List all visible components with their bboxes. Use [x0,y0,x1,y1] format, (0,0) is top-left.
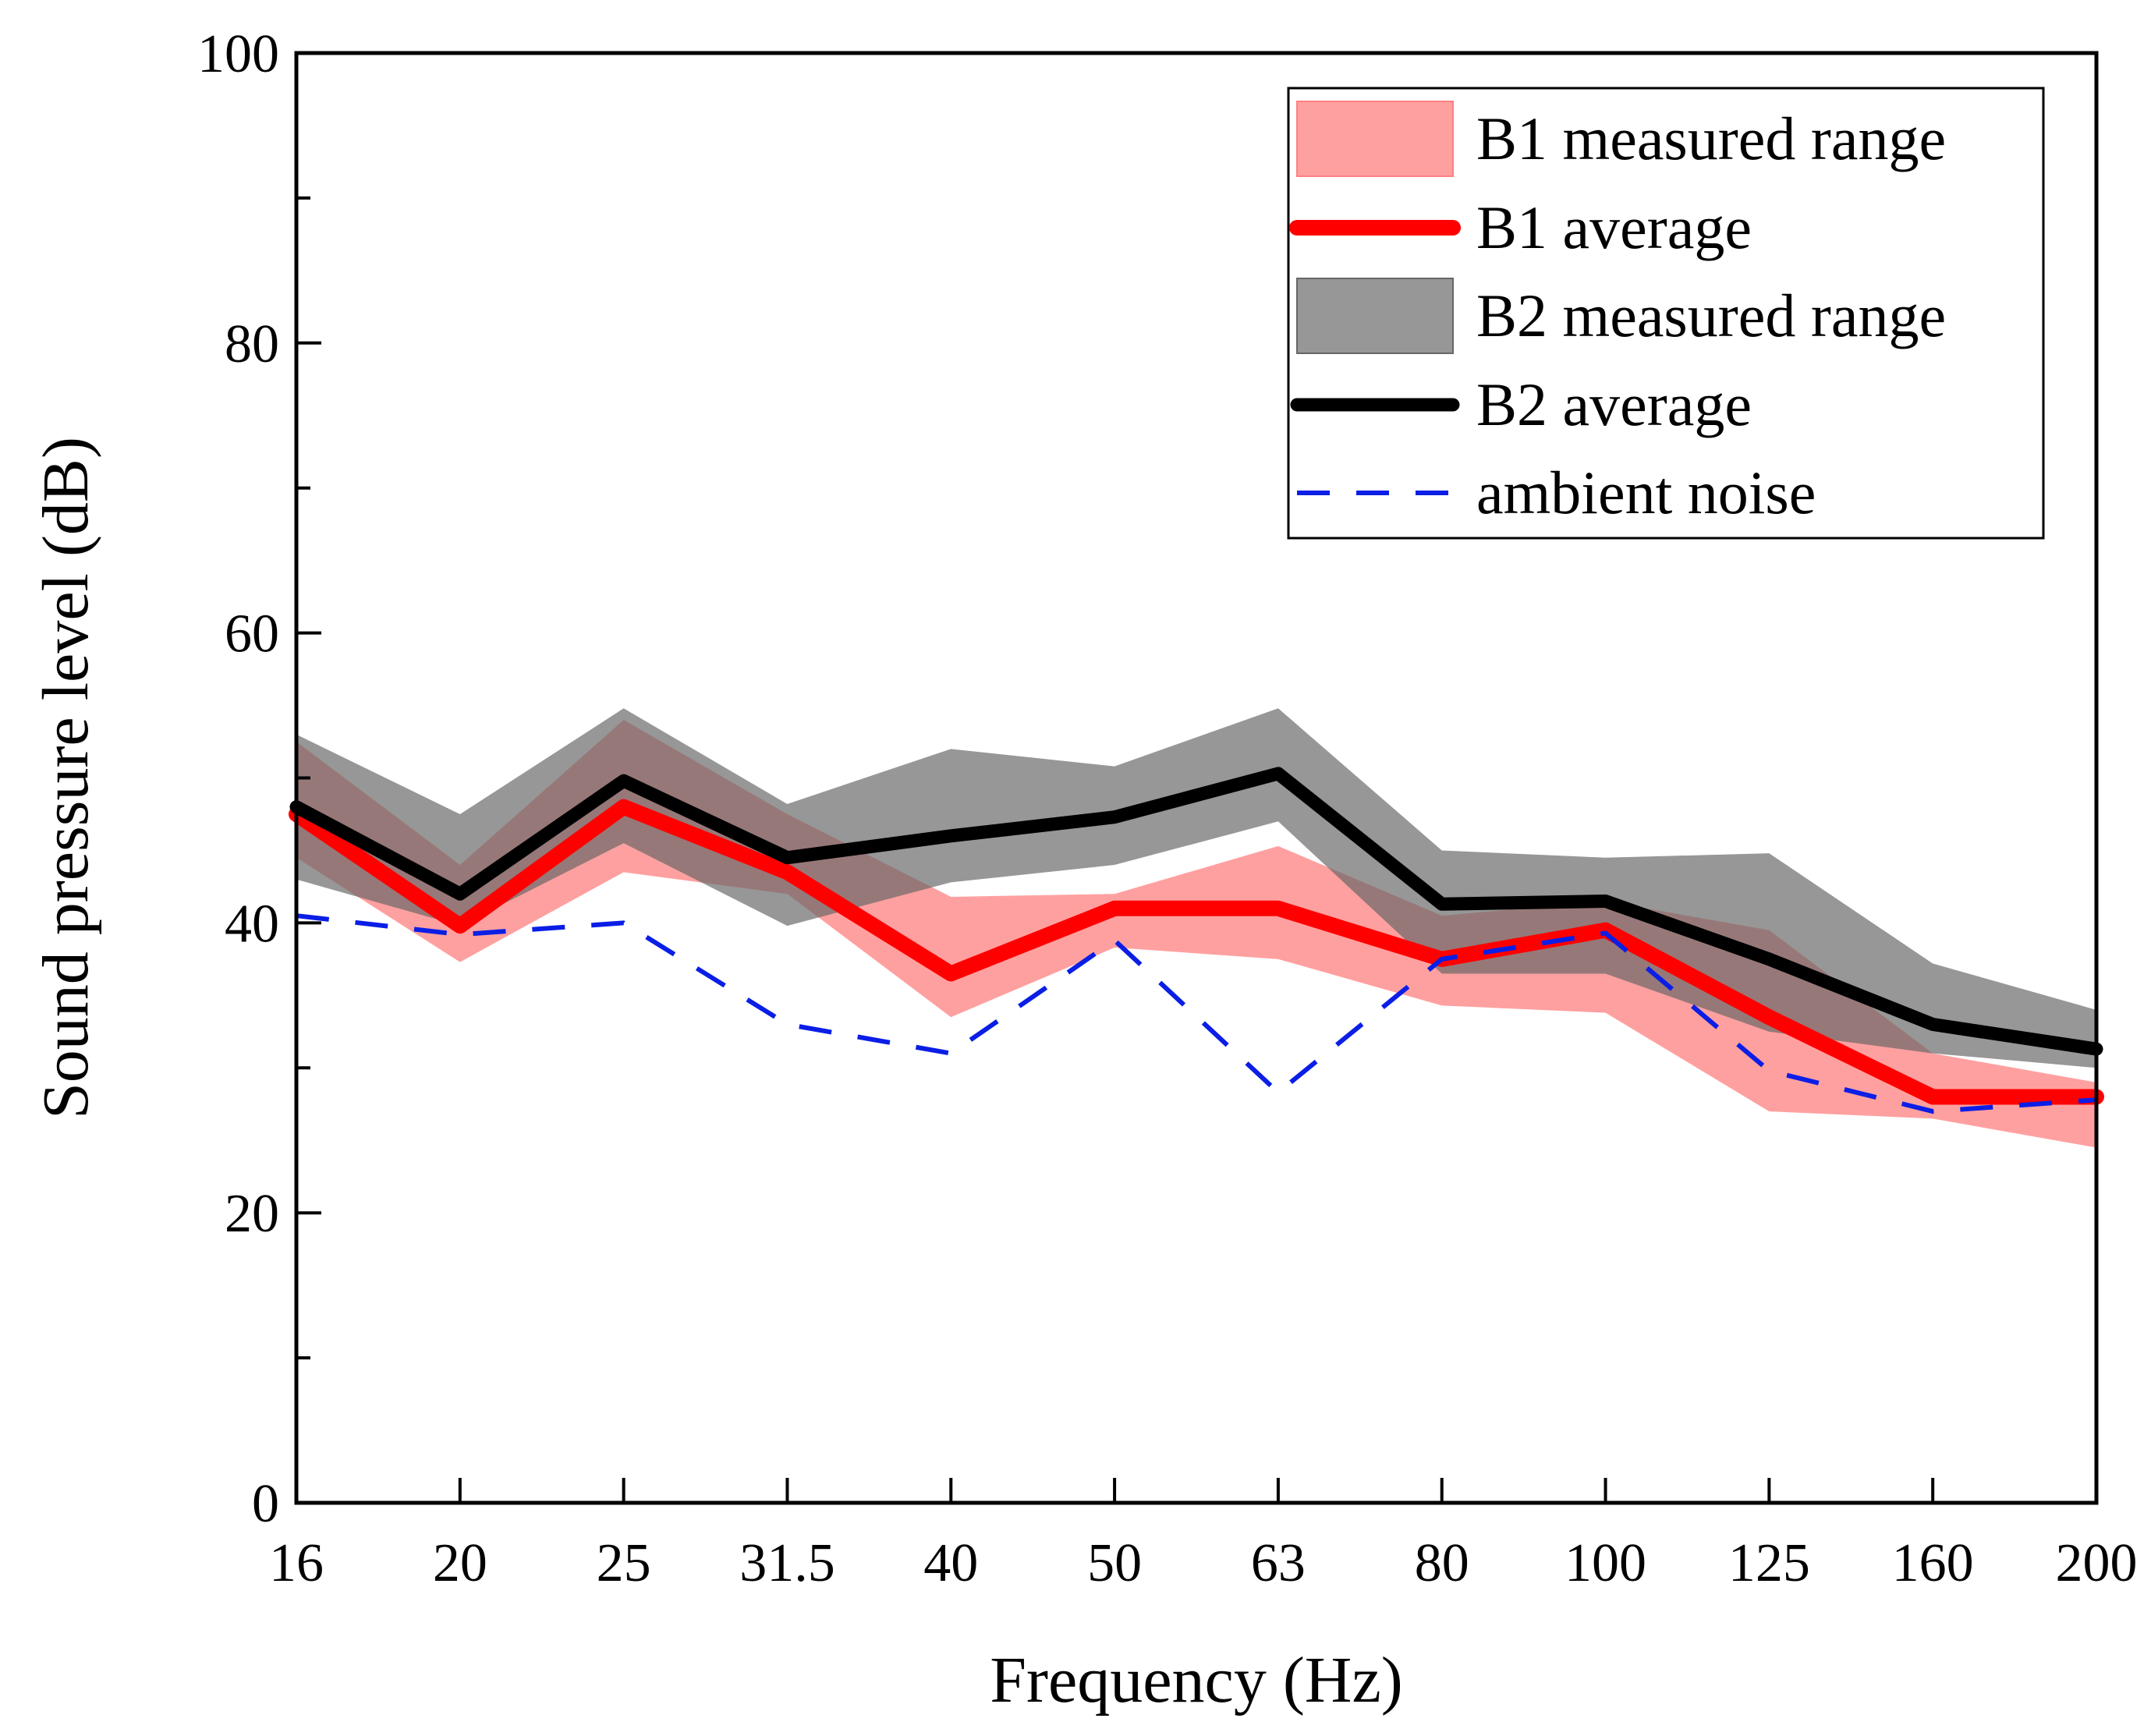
x-tick-label: 125 [1728,1533,1810,1593]
x-tick-label: 160 [1892,1533,1974,1593]
band-b2-measured-range [296,708,2096,1068]
legend: B1 measured range B1 average B2 measured… [1287,87,2045,540]
legend-label-b2-range: B2 measured range [1476,282,1946,349]
y-tick-label: 80 [225,314,279,374]
y-tick-label: 0 [252,1474,279,1534]
legend-label-b2-average: B2 average [1476,370,1752,438]
x-tick-label: 63 [1251,1533,1306,1593]
legend-swatch-b2-range [1296,278,1454,354]
x-tick-label: 25 [597,1533,651,1593]
series-ambient-noise [296,913,2097,1114]
y-axis-title: Sound pressure level (dB) [30,437,102,1119]
y-tick-label: 40 [225,894,279,954]
legend-label-b1-range: B1 measured range [1476,105,1946,172]
x-axis-title: Frequency (Hz) [990,1644,1402,1717]
y-tick-label: 100 [197,24,279,84]
plot-area [289,708,2104,1148]
legend-label-b1-average: B1 average [1476,193,1752,261]
y-tick-label: 60 [225,604,279,664]
legend-swatch-b1-range [1296,101,1454,177]
legend-label-ambient-noise: ambient noise [1476,459,1816,526]
x-tick-label: 80 [1415,1533,1469,1593]
x-tick-label: 50 [1087,1533,1142,1593]
series-b1-average [289,799,2104,1105]
x-tick-label: 40 [923,1533,978,1593]
series-b2-average [289,767,2103,1056]
y-tick-label: 20 [225,1184,279,1244]
x-tick-label: 16 [269,1533,324,1593]
x-tick-label: 31.5 [739,1533,835,1593]
x-tick-label: 20 [433,1533,487,1593]
x-tick-label: 100 [1565,1533,1646,1593]
axis-ticks: 16 20 25 31.5 40 50 63 80 100 125 160 200 0 20 40 60 80 1… [197,24,2138,1593]
x-tick-label: 200 [2056,1533,2138,1593]
